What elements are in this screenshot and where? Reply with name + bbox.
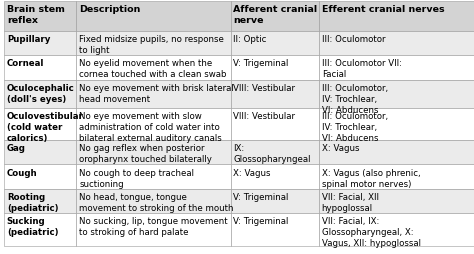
Bar [4,165,76,189]
Bar [319,56,474,80]
Bar [319,189,474,213]
Bar [4,108,76,141]
Bar [76,141,230,165]
Bar [76,80,230,108]
Bar [4,141,76,165]
Bar [319,32,474,56]
Text: No eye movement with slow
administration of cold water into
bilateral external a: No eye movement with slow administration… [79,111,222,142]
Bar [230,213,319,246]
Text: Corneal: Corneal [7,59,44,68]
Text: V: Trigeminal: V: Trigeminal [233,59,289,68]
Text: Brain stem
reflex: Brain stem reflex [7,5,64,25]
Text: IX:
Glossopharyngeal: IX: Glossopharyngeal [233,144,311,164]
Bar [230,141,319,165]
Bar [319,213,474,246]
Text: III: Oculomotor VII:
Facial: III: Oculomotor VII: Facial [322,59,402,79]
Bar [319,165,474,189]
Bar [76,213,230,246]
Bar [4,2,76,32]
Bar [76,189,230,213]
Text: III: Oculomotor,
IV: Trochlear,
VI: Abducens: III: Oculomotor, IV: Trochlear, VI: Abdu… [322,83,388,114]
Text: V: Trigeminal: V: Trigeminal [233,216,289,225]
Text: X: Vagus (also phrenic,
spinal motor nerves): X: Vagus (also phrenic, spinal motor ner… [322,168,420,188]
Text: Cough: Cough [7,168,37,177]
Bar [230,2,319,32]
Text: Gag: Gag [7,144,26,153]
Text: V: Trigeminal: V: Trigeminal [233,192,289,201]
Bar [319,2,474,32]
Bar [4,56,76,80]
Bar [4,213,76,246]
Bar [76,165,230,189]
Bar [230,108,319,141]
Text: Fixed midsize pupils, no response
to light: Fixed midsize pupils, no response to lig… [79,35,224,55]
Text: X: Vagus: X: Vagus [322,144,359,153]
Text: Rooting
(pediatric): Rooting (pediatric) [7,192,58,212]
Text: Oculovestibular
(cold water
calorics): Oculovestibular (cold water calorics) [7,111,84,142]
Bar [319,141,474,165]
Bar [230,80,319,108]
Bar [4,189,76,213]
Text: No eyelid movement when the
cornea touched with a clean swab: No eyelid movement when the cornea touch… [79,59,227,79]
Text: Oculocephalic
(doll's eyes): Oculocephalic (doll's eyes) [7,83,74,103]
Text: VIII: Vestibular: VIII: Vestibular [233,111,295,120]
Text: No head, tongue, tongue
movement to stroking of the mouth: No head, tongue, tongue movement to stro… [79,192,234,212]
Bar [230,32,319,56]
Text: No gag reflex when posterior
oropharynx touched bilaterally: No gag reflex when posterior oropharynx … [79,144,212,164]
Text: VII: Facial, IX:
Glossopharyngeal, X:
Vagus, XII: hypoglossal: VII: Facial, IX: Glossopharyngeal, X: Va… [322,216,421,247]
Text: III: Oculomotor: III: Oculomotor [322,35,385,44]
Text: No sucking, lip, tongue movement
to stroking of hard palate: No sucking, lip, tongue movement to stro… [79,216,228,236]
Text: Pupillary: Pupillary [7,35,50,44]
Text: Afferent cranial
nerve: Afferent cranial nerve [233,5,318,25]
Text: VII: Facial, XII
hypoglossal: VII: Facial, XII hypoglossal [322,192,379,212]
Bar [4,80,76,108]
Text: III: Oculomotor,
IV: Trochlear,
VI: Abducens: III: Oculomotor, IV: Trochlear, VI: Abdu… [322,111,388,142]
Bar [319,108,474,141]
Text: Description: Description [79,5,141,14]
Text: VIII: Vestibular: VIII: Vestibular [233,83,295,92]
Text: No cough to deep tracheal
suctioning: No cough to deep tracheal suctioning [79,168,194,188]
Bar [76,2,230,32]
Text: II: Optic: II: Optic [233,35,267,44]
Text: No eye movement with brisk lateral
head movement: No eye movement with brisk lateral head … [79,83,234,103]
Bar [4,32,76,56]
Bar [76,108,230,141]
Text: Sucking
(pediatric): Sucking (pediatric) [7,216,58,236]
Bar [76,32,230,56]
Bar [230,56,319,80]
Text: X: Vagus: X: Vagus [233,168,271,177]
Bar [76,56,230,80]
Bar [319,80,474,108]
Text: Efferent cranial nerves: Efferent cranial nerves [322,5,444,14]
Bar [230,165,319,189]
Bar [230,189,319,213]
